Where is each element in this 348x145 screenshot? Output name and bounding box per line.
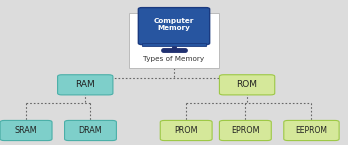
Text: RAM: RAM: [76, 80, 95, 89]
FancyBboxPatch shape: [219, 75, 275, 95]
Text: EEPROM: EEPROM: [295, 126, 327, 135]
FancyBboxPatch shape: [138, 8, 209, 45]
FancyBboxPatch shape: [0, 120, 52, 141]
Text: DRAM: DRAM: [79, 126, 102, 135]
FancyBboxPatch shape: [142, 43, 206, 46]
Text: SRAM: SRAM: [15, 126, 38, 135]
FancyBboxPatch shape: [57, 75, 113, 95]
Text: EPROM: EPROM: [231, 126, 260, 135]
Text: PROM: PROM: [174, 126, 198, 135]
FancyBboxPatch shape: [129, 13, 219, 68]
FancyBboxPatch shape: [219, 120, 271, 141]
Text: Types of Memory: Types of Memory: [143, 56, 205, 62]
Text: Computer
Memory: Computer Memory: [154, 18, 194, 31]
Text: ROM: ROM: [237, 80, 258, 89]
FancyBboxPatch shape: [160, 120, 212, 141]
FancyBboxPatch shape: [65, 120, 116, 141]
FancyBboxPatch shape: [284, 120, 339, 141]
